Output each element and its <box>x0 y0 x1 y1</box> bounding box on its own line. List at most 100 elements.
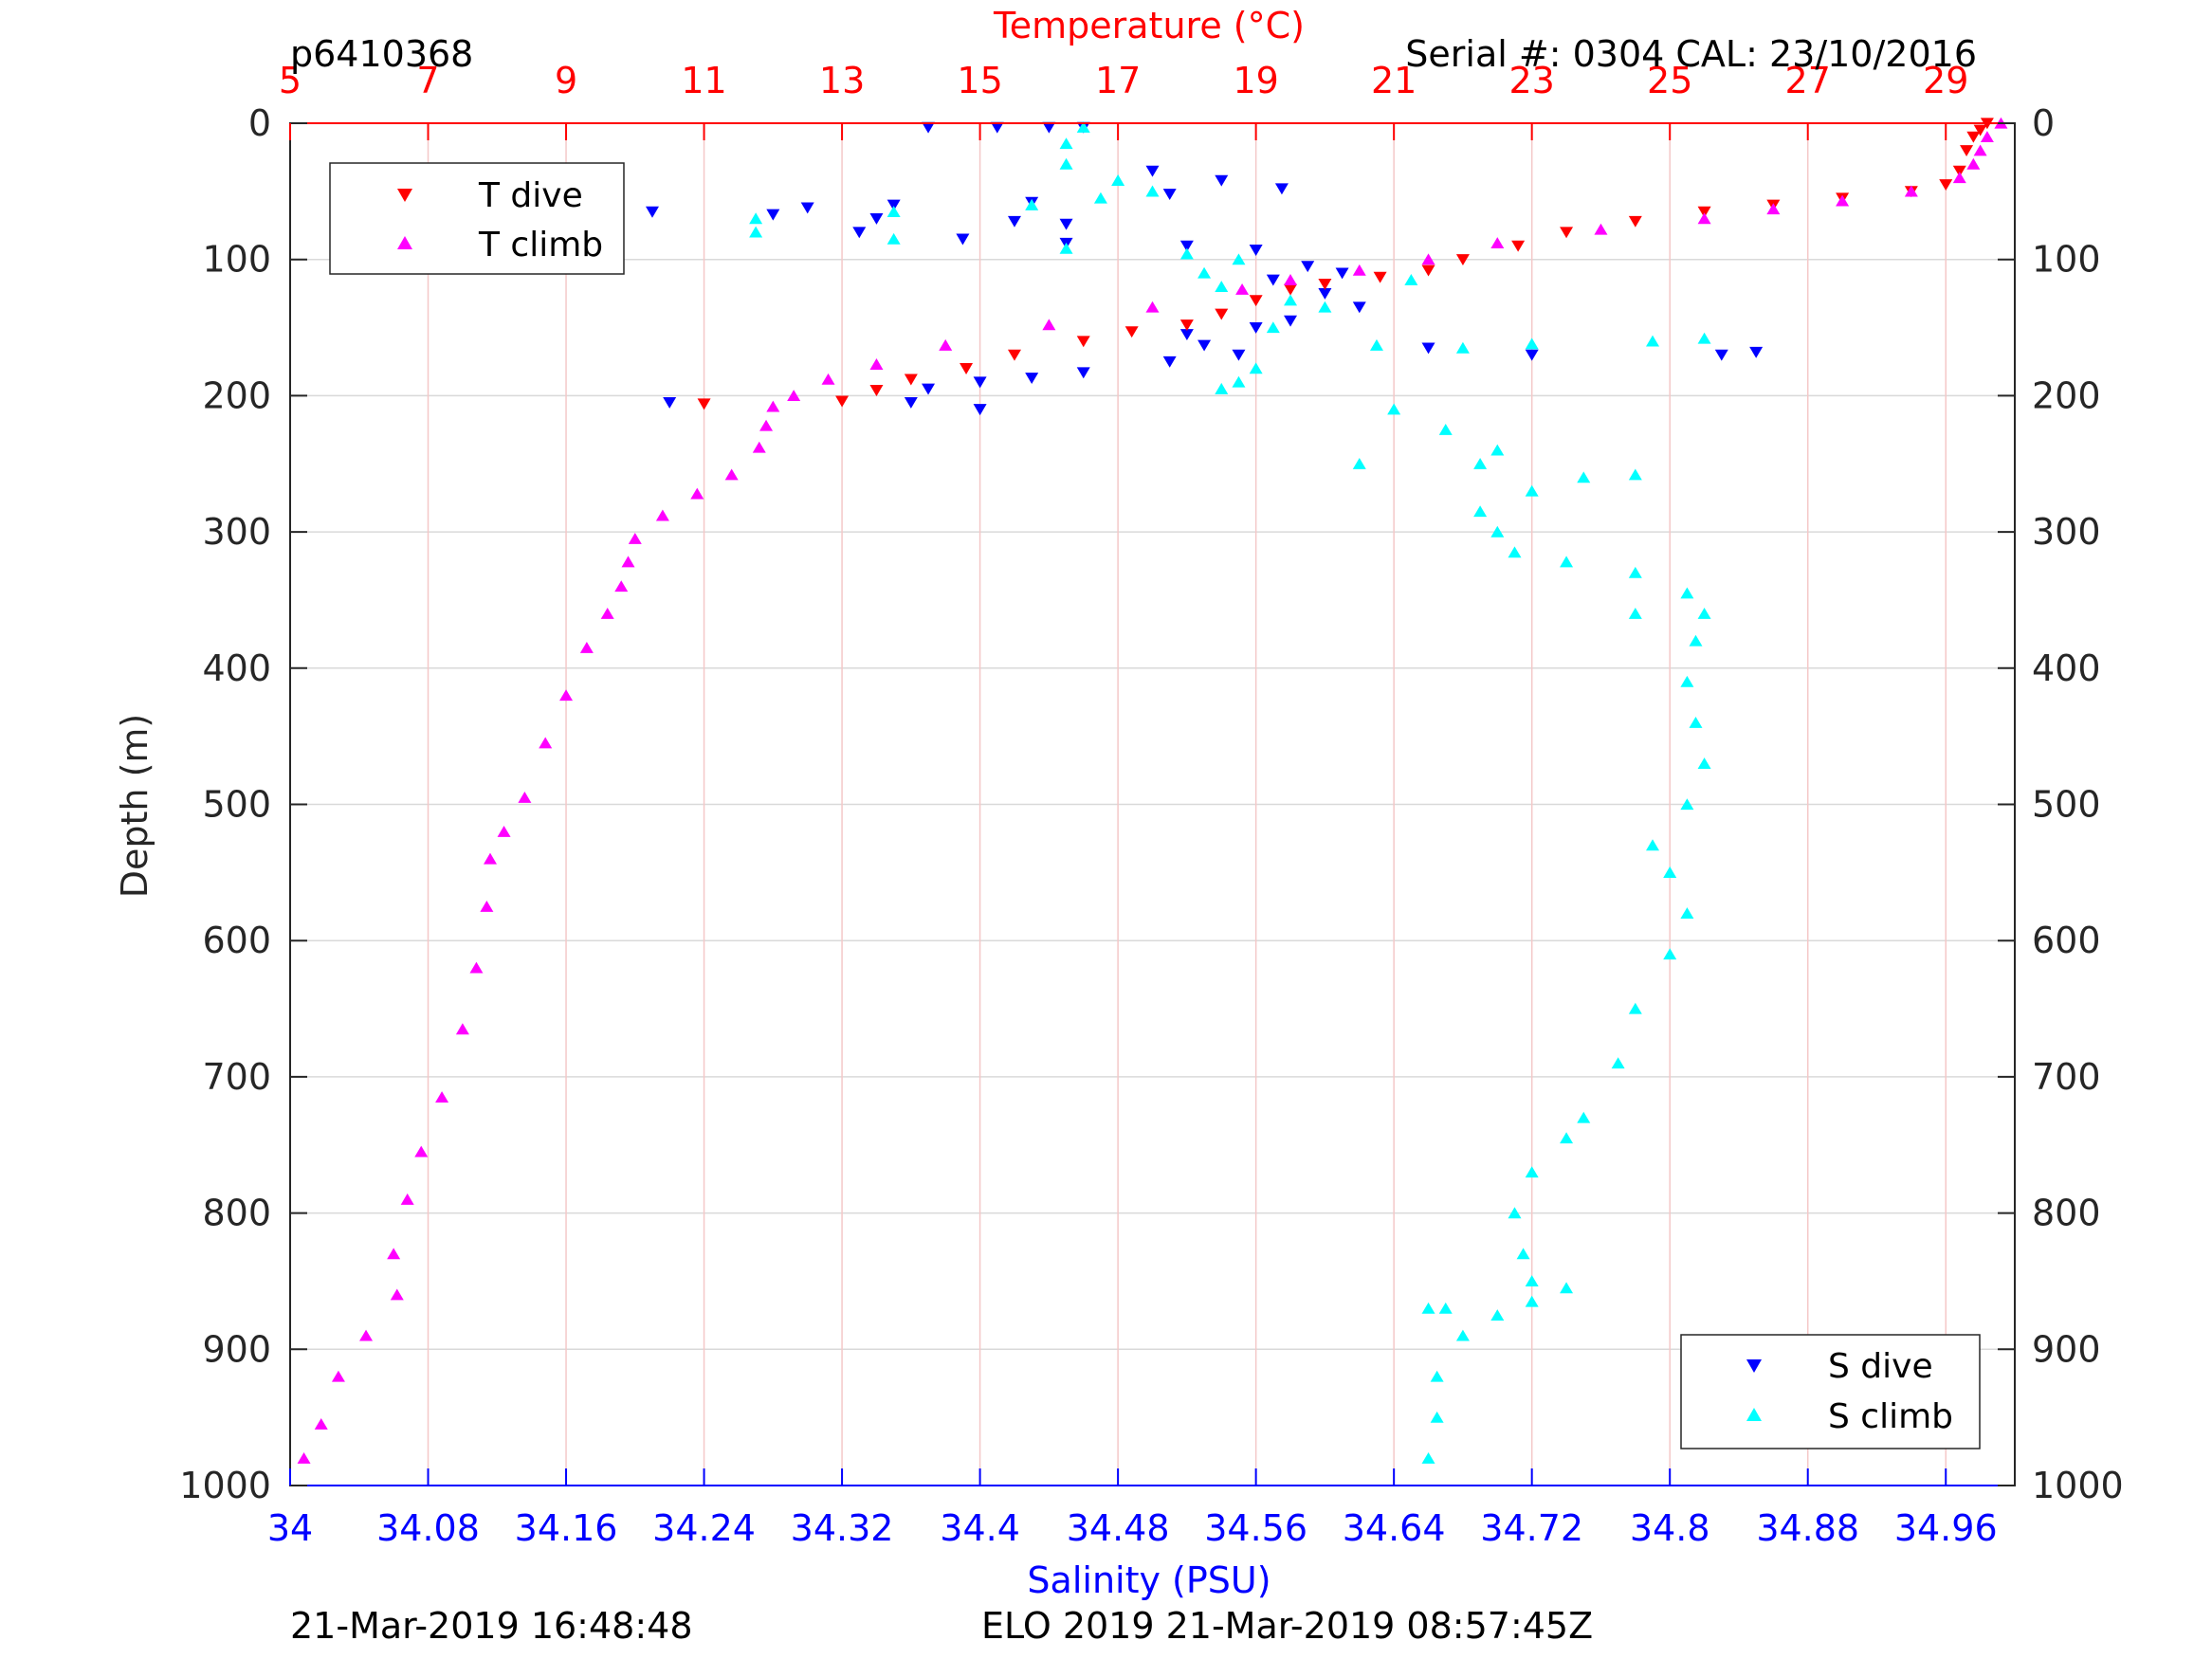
data-point <box>1594 223 1608 235</box>
data-point <box>1318 288 1332 300</box>
data-point <box>1179 240 1194 252</box>
data-point <box>1284 294 1298 306</box>
temperature-tick-label: 7 <box>416 60 439 101</box>
data-point <box>1373 271 1387 283</box>
data-point <box>1249 362 1263 374</box>
salinity-tick-label: 34.72 <box>1480 1507 1583 1549</box>
depth-tick-label-left: 300 <box>202 511 271 553</box>
temperature-tick-label: 5 <box>279 60 302 101</box>
data-point <box>1490 237 1505 249</box>
data-point <box>1473 505 1488 518</box>
data-point <box>1215 308 1229 320</box>
data-point <box>1301 261 1315 273</box>
data-point <box>1042 319 1056 331</box>
data-point <box>1525 1295 1539 1307</box>
data-point <box>1111 174 1125 186</box>
data-point <box>469 961 484 974</box>
series-t-climb <box>297 117 2008 1464</box>
data-point <box>1232 349 1246 361</box>
data-point <box>1266 321 1280 334</box>
data-point <box>904 374 918 386</box>
data-point <box>1980 131 1994 142</box>
data-point <box>1904 185 1918 197</box>
data-point <box>990 121 1004 134</box>
data-point <box>484 852 498 865</box>
data-point <box>752 441 766 453</box>
salinity-tick-label: 34.4 <box>940 1507 1020 1549</box>
data-point <box>1059 137 1073 150</box>
data-point <box>1508 546 1522 558</box>
series-s-climb <box>541 121 1711 1464</box>
data-point <box>1611 1057 1625 1069</box>
data-point <box>297 1451 311 1464</box>
data-point <box>1689 716 1703 728</box>
depth-tick-label-left: 400 <box>202 647 271 689</box>
data-point <box>1421 1451 1435 1464</box>
data-point <box>1525 1166 1539 1178</box>
data-point <box>759 419 774 431</box>
data-point <box>1179 329 1194 341</box>
data-point <box>960 363 974 374</box>
data-point <box>1430 1370 1444 1382</box>
data-point <box>1455 1329 1470 1341</box>
data-point <box>1749 346 1764 358</box>
depth-tick-label-right: 100 <box>2032 239 2101 281</box>
data-point <box>331 1370 345 1382</box>
data-point <box>1007 349 1021 361</box>
data-point <box>614 580 629 592</box>
data-point <box>645 206 659 218</box>
data-point <box>400 1193 414 1205</box>
series-layer <box>297 117 2008 1464</box>
data-point <box>1508 1207 1522 1219</box>
data-point <box>1232 375 1246 388</box>
data-point <box>787 390 801 401</box>
data-point <box>1646 839 1660 851</box>
legend-s-climb-label: S climb <box>1828 1397 1953 1436</box>
temperature-tick-label: 15 <box>957 60 1002 101</box>
temperature-tick-label: 13 <box>819 60 865 101</box>
data-point <box>1318 301 1332 313</box>
series-s-dive <box>645 121 1764 416</box>
data-point <box>1335 267 1349 280</box>
salinity-tick-label: 34.24 <box>652 1507 756 1549</box>
data-point <box>835 395 850 408</box>
legend-temperature: T dive T climb <box>329 162 625 275</box>
depth-tick-label-right: 300 <box>2032 511 2101 553</box>
data-point <box>1455 341 1470 354</box>
data-point <box>1697 212 1711 225</box>
depth-tick-label-left: 100 <box>202 239 271 281</box>
data-point <box>1274 183 1289 195</box>
data-point <box>655 509 669 521</box>
data-point <box>1663 866 1677 878</box>
data-point <box>1714 349 1728 361</box>
depth-tick-label-left: 1000 <box>179 1465 271 1506</box>
data-point <box>1836 194 1850 207</box>
data-point <box>1042 121 1056 134</box>
salinity-tick-label: 34.88 <box>1756 1507 1859 1549</box>
depth-tick-label-right: 0 <box>2032 102 2055 144</box>
data-point <box>387 1248 401 1260</box>
depth-tick-label-right: 500 <box>2032 784 2101 826</box>
data-point <box>1162 356 1177 368</box>
data-point <box>1680 675 1694 687</box>
data-point <box>973 376 987 389</box>
temperature-tick-label: 29 <box>1923 60 1968 101</box>
data-point <box>1628 1002 1642 1014</box>
data-point <box>579 641 594 653</box>
data-point <box>1966 157 1981 170</box>
depth-tick-label-right: 600 <box>2032 920 2101 961</box>
temperature-tick-label: 11 <box>681 60 726 101</box>
temperature-tick-label: 9 <box>555 60 577 101</box>
data-point <box>1697 332 1711 344</box>
legend-t-dive-marker <box>397 189 412 202</box>
data-point <box>749 212 763 225</box>
data-point <box>1249 295 1263 307</box>
data-point <box>724 468 739 481</box>
data-point <box>1284 315 1298 327</box>
data-point <box>1697 206 1711 218</box>
data-point <box>1076 336 1090 348</box>
header-right: Serial #: 0304 CAL: 23/10/2016 <box>1405 33 1977 75</box>
legend-t-climb-label: T climb <box>478 226 603 264</box>
data-point <box>1076 367 1090 379</box>
